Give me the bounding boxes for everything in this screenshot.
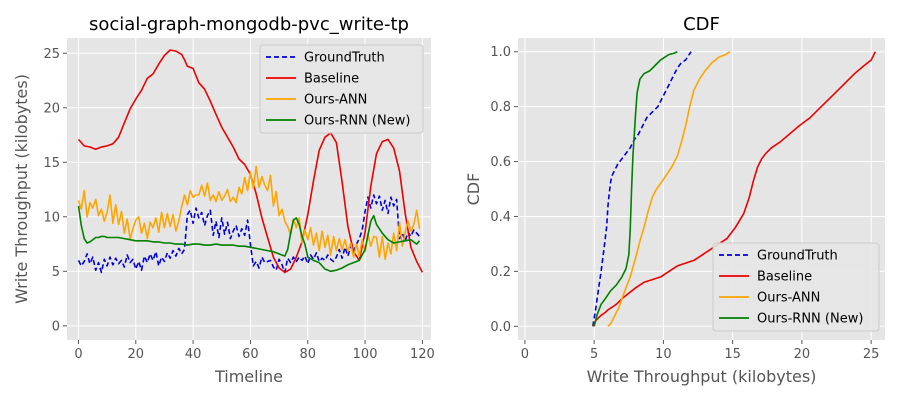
y-axis-label: CDF: [464, 173, 483, 206]
x-axis-label: Write Throughput (kilobytes): [587, 367, 817, 386]
legend: GroundTruth Baseline Ours-ANN Ours-RNN (New…: [259, 44, 424, 134]
x-tick-label: 100: [353, 347, 378, 362]
x-tick-label: 10: [655, 347, 672, 362]
x-tick-label: 5: [590, 347, 598, 362]
x-tick-label: 15: [724, 347, 741, 362]
series-group: [77, 49, 424, 274]
x-tick-label: 60: [242, 347, 259, 362]
y-tick-label: 5: [52, 265, 60, 280]
y-tick-label: 0.2: [490, 265, 511, 280]
x-tick-label: 20: [128, 347, 145, 362]
y-tick-label: 0.8: [490, 100, 511, 115]
y-tick-label: 0.4: [490, 210, 511, 225]
series-line-ours-ann: [607, 51, 731, 327]
y-tick-label: 15: [43, 156, 60, 171]
series-group: [592, 50, 877, 327]
series-line-ours-rnn-new: [77, 205, 421, 273]
y-tick-label: 0: [52, 319, 60, 334]
legend-box: [712, 242, 880, 332]
legend-label: Ours-ANN: [757, 291, 820, 306]
x-tick-label: 80: [299, 347, 316, 362]
y-tick-label: 25: [43, 47, 60, 62]
series-line-ours-ann: [77, 165, 421, 261]
x-axis-label: Timeline: [214, 367, 283, 386]
series-line-groundtruth: [592, 51, 692, 327]
legend: GroundTruth Baseline Ours-ANN Ours-RNN (New…: [712, 242, 880, 332]
x-tick-label: 20: [794, 347, 811, 362]
y-tick-label: 0.6: [490, 155, 511, 170]
chart-title: social-graph-mongodb-pvc_write-tp: [89, 14, 409, 35]
legend-label: Baseline: [304, 72, 359, 87]
right-chart-panel: 0 5 10 15 20 25 0.0 0.2 0.4 0.6 0.8 1.0 CDF Write Thr…: [464, 14, 885, 386]
series-line-baseline: [77, 49, 424, 274]
x-tick-label: 0: [74, 347, 82, 362]
legend-box: [259, 44, 424, 134]
y-tick-label: 10: [43, 210, 60, 225]
y-tick-label: 1.0: [490, 45, 511, 60]
x-tick-label: 25: [863, 347, 880, 362]
legend-label: GroundTruth: [304, 51, 385, 66]
series-line-ours-rnn-new: [593, 50, 678, 327]
chart-title: CDF: [683, 14, 720, 35]
y-tick-label: 20: [43, 101, 60, 116]
legend-label: Ours-RNN (New): [304, 114, 410, 129]
y-tick-label: 0.0: [490, 320, 511, 335]
legend-label: Baseline: [757, 270, 812, 285]
x-tick-label: 120: [410, 347, 435, 362]
series-line-groundtruth: [77, 194, 421, 274]
x-tick-label: 0: [521, 347, 529, 362]
legend-label: Ours-RNN (New): [757, 312, 863, 327]
legend-label: GroundTruth: [757, 249, 838, 264]
left-chart-panel: 0 20 40 60 80 100 120 0 5 10 15 20 25 social-graph-mo…: [12, 14, 435, 386]
y-axis-label: Write Throughput (kilobytes): [12, 74, 31, 304]
x-tick-label: 40: [185, 347, 202, 362]
legend-label: Ours-ANN: [304, 93, 367, 108]
